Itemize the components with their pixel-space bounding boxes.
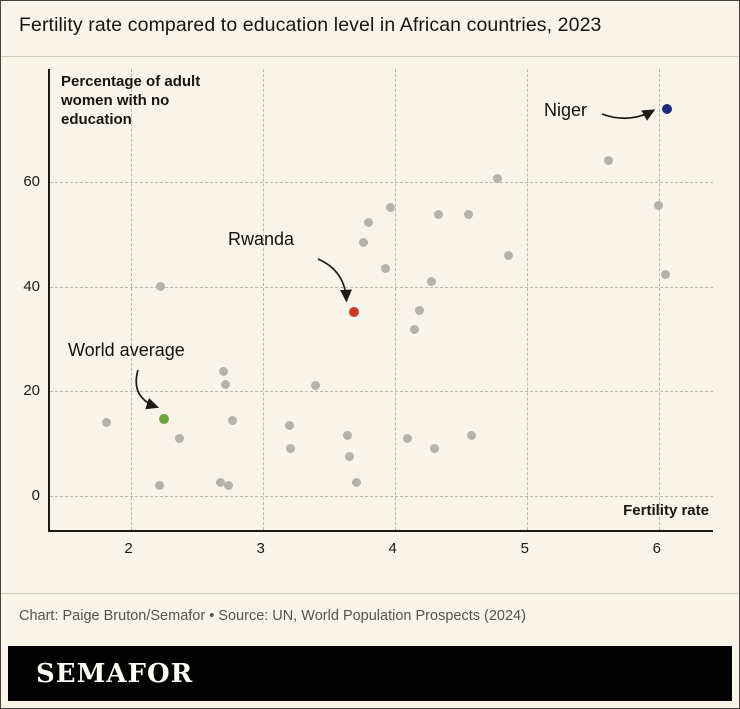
annotation-label-niger: Niger — [544, 100, 588, 120]
data-point — [464, 210, 474, 220]
data-point — [654, 200, 664, 210]
data-point — [221, 380, 231, 390]
x-axis-label: Fertility rate — [623, 502, 709, 519]
data-point — [342, 431, 352, 441]
x-tick-label: 4 — [388, 540, 397, 557]
data-point — [433, 210, 443, 220]
highlight-point-rwanda — [348, 306, 359, 317]
brand-bar: SEMAFOR — [8, 646, 732, 701]
data-point — [493, 174, 503, 184]
data-point — [403, 434, 413, 444]
annotation-arrows — [135, 109, 656, 410]
y-tick-label: 60 — [23, 173, 40, 191]
annotation-arrow-niger — [601, 109, 656, 121]
data-point — [155, 481, 165, 491]
data-point — [429, 444, 439, 454]
credit-line: Chart: Paige Bruton/Semafor • Source: UN… — [19, 608, 526, 624]
gridline-horizontal — [50, 496, 713, 498]
data-point — [218, 367, 228, 377]
data-point — [386, 203, 396, 212]
data-point — [604, 155, 614, 165]
data-point — [174, 434, 184, 444]
chart-title: Fertility rate compared to education lev… — [19, 14, 602, 36]
data-point — [427, 277, 437, 287]
data-point — [156, 282, 166, 292]
annotation-label-world-average: World average — [68, 340, 185, 360]
data-point — [215, 477, 225, 487]
data-point — [102, 418, 112, 428]
gridline-vertical — [394, 69, 396, 530]
y-tick-label: 0 — [31, 487, 40, 505]
highlight-point-niger — [661, 104, 672, 115]
x-tick-label: 6 — [652, 540, 662, 557]
gridline-horizontal — [50, 391, 713, 393]
top-divider — [1, 56, 739, 57]
gridline-vertical — [262, 69, 264, 530]
data-point — [227, 416, 237, 426]
x-tick-label: 3 — [256, 540, 265, 557]
y-tick-label: 20 — [23, 382, 40, 400]
data-point — [660, 270, 670, 280]
data-point — [380, 263, 390, 273]
gridline-horizontal — [50, 182, 713, 184]
data-point — [503, 251, 513, 261]
data-point — [310, 380, 320, 390]
y-axis-label: Percentage of adult women with no educat… — [61, 73, 201, 128]
gridline-horizontal — [50, 286, 713, 288]
plot-area: World average Rwanda Niger — [48, 69, 713, 532]
data-point — [284, 421, 294, 431]
data-point — [285, 444, 295, 454]
annotation-label-rwanda: Rwanda — [228, 229, 295, 249]
annotation-arrow-world-average — [135, 369, 160, 410]
data-point — [351, 478, 361, 488]
highlight-point-world-average — [158, 413, 169, 424]
data-point — [223, 480, 233, 490]
gridline-vertical — [130, 69, 132, 530]
gridline-vertical — [658, 69, 660, 530]
x-tick-label: 5 — [520, 540, 529, 557]
data-point — [345, 451, 355, 461]
bottom-divider — [1, 593, 739, 594]
gridline-vertical — [526, 69, 528, 530]
x-tick-label: 2 — [124, 540, 133, 557]
annotation-arrow-rwanda — [317, 258, 352, 303]
data-point — [415, 306, 425, 316]
data-point — [358, 238, 368, 248]
y-tick-label: 40 — [23, 277, 40, 295]
data-point — [466, 431, 476, 441]
semafor-logo: SEMAFOR — [36, 658, 194, 689]
data-point — [363, 218, 373, 228]
data-point — [410, 325, 420, 335]
